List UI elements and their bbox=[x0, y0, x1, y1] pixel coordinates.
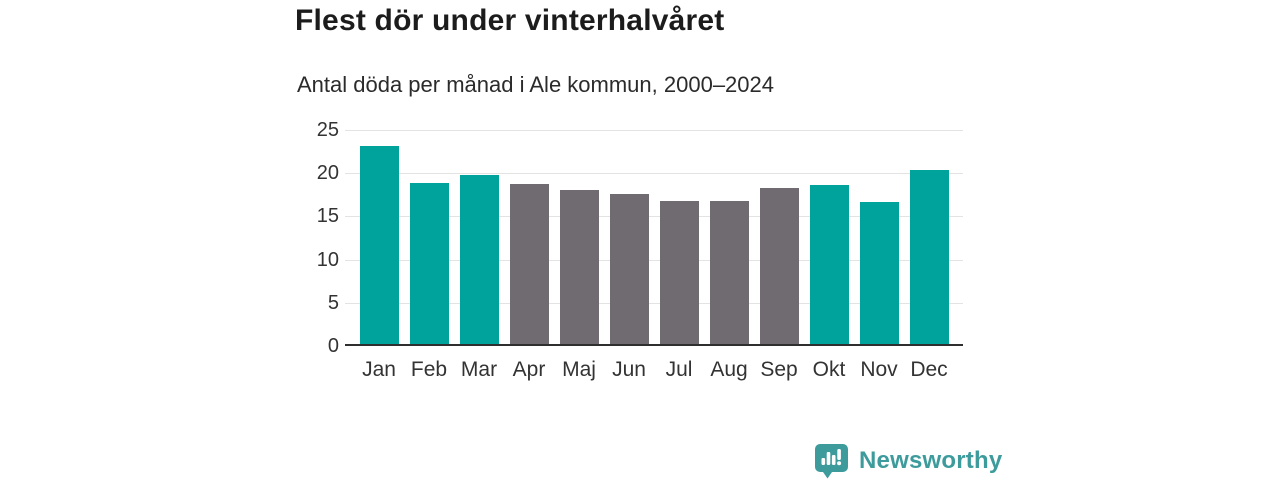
bar-slot-jun bbox=[604, 130, 654, 344]
bar-slot-mar bbox=[454, 130, 504, 344]
bar-feb bbox=[409, 183, 449, 344]
x-tick-label-dec: Dec bbox=[910, 358, 948, 381]
gridline-25 bbox=[345, 130, 963, 131]
newsworthy-logo-icon bbox=[815, 444, 848, 479]
bar-slot-apr bbox=[504, 130, 554, 344]
newsworthy-logo-text: Newsworthy bbox=[859, 446, 1003, 474]
y-tick-label-5: 5 bbox=[327, 291, 339, 314]
chart-title: Flest dör under vinterhalvåret bbox=[295, 4, 725, 37]
bar-mar bbox=[459, 174, 499, 344]
bar-slot-jul bbox=[654, 130, 704, 344]
newsworthy-logo: Newsworthy bbox=[813, 442, 1002, 479]
y-tick-label-0: 0 bbox=[327, 335, 339, 357]
bar-aug bbox=[709, 200, 749, 344]
gridline-15 bbox=[345, 216, 963, 218]
x-tick-label-nov: Nov bbox=[860, 358, 898, 381]
y-axis: 0 5 10 15 20 25 bbox=[300, 120, 345, 356]
bar-chart: 0 5 10 15 20 25 Jan Feb Mar Apr Maj Jun Jul Aug Sep Ok… bbox=[300, 120, 970, 387]
bar-nov bbox=[859, 202, 899, 344]
bar-slot-nov bbox=[854, 130, 904, 344]
plot-area bbox=[345, 130, 963, 346]
x-tick-label-sep: Sep bbox=[760, 358, 798, 381]
bar-apr bbox=[509, 184, 549, 344]
bar-jan bbox=[359, 146, 399, 344]
x-tick-label-aug: Aug bbox=[710, 358, 748, 381]
bar-slot-dec bbox=[904, 130, 954, 344]
y-tick-label-20: 20 bbox=[316, 162, 339, 185]
bar-slot-maj bbox=[554, 130, 604, 344]
gridline-10 bbox=[345, 259, 963, 261]
y-tick-label-15: 15 bbox=[316, 205, 339, 228]
chart-subtitle: Antal döda per månad i Ale kommun, 2000–… bbox=[297, 72, 774, 97]
bar-jun bbox=[609, 193, 649, 344]
x-tick-label-feb: Feb bbox=[410, 358, 448, 381]
bar-slot-jan bbox=[354, 130, 404, 344]
x-tick-label-maj: Maj bbox=[562, 358, 596, 381]
bar-jul bbox=[659, 200, 699, 344]
bar-dec bbox=[909, 170, 949, 344]
x-axis: Jan Feb Mar Apr Maj Jun Jul Aug Sep Okt Nov Dec bbox=[345, 358, 963, 382]
x-tick-label-apr: Apr bbox=[512, 358, 546, 381]
gridline-20 bbox=[345, 173, 963, 175]
bar-slot-sep bbox=[754, 130, 804, 344]
bar-maj bbox=[559, 190, 599, 344]
bar-sep bbox=[759, 187, 799, 344]
bar-slot-aug bbox=[704, 130, 754, 344]
x-tick-label-jun: Jun bbox=[612, 358, 646, 381]
y-tick-label-25: 25 bbox=[316, 119, 339, 141]
x-tick-label-okt: Okt bbox=[812, 358, 846, 381]
y-tick-label-10: 10 bbox=[316, 248, 339, 271]
bar-slot-feb bbox=[404, 130, 454, 344]
bar-slot-okt bbox=[804, 130, 854, 344]
x-tick-label-mar: Mar bbox=[460, 358, 498, 381]
bar-okt bbox=[809, 185, 849, 344]
gridline-5 bbox=[345, 302, 963, 304]
x-tick-label-jan: Jan bbox=[362, 358, 396, 381]
x-tick-label-jul: Jul bbox=[665, 358, 693, 381]
